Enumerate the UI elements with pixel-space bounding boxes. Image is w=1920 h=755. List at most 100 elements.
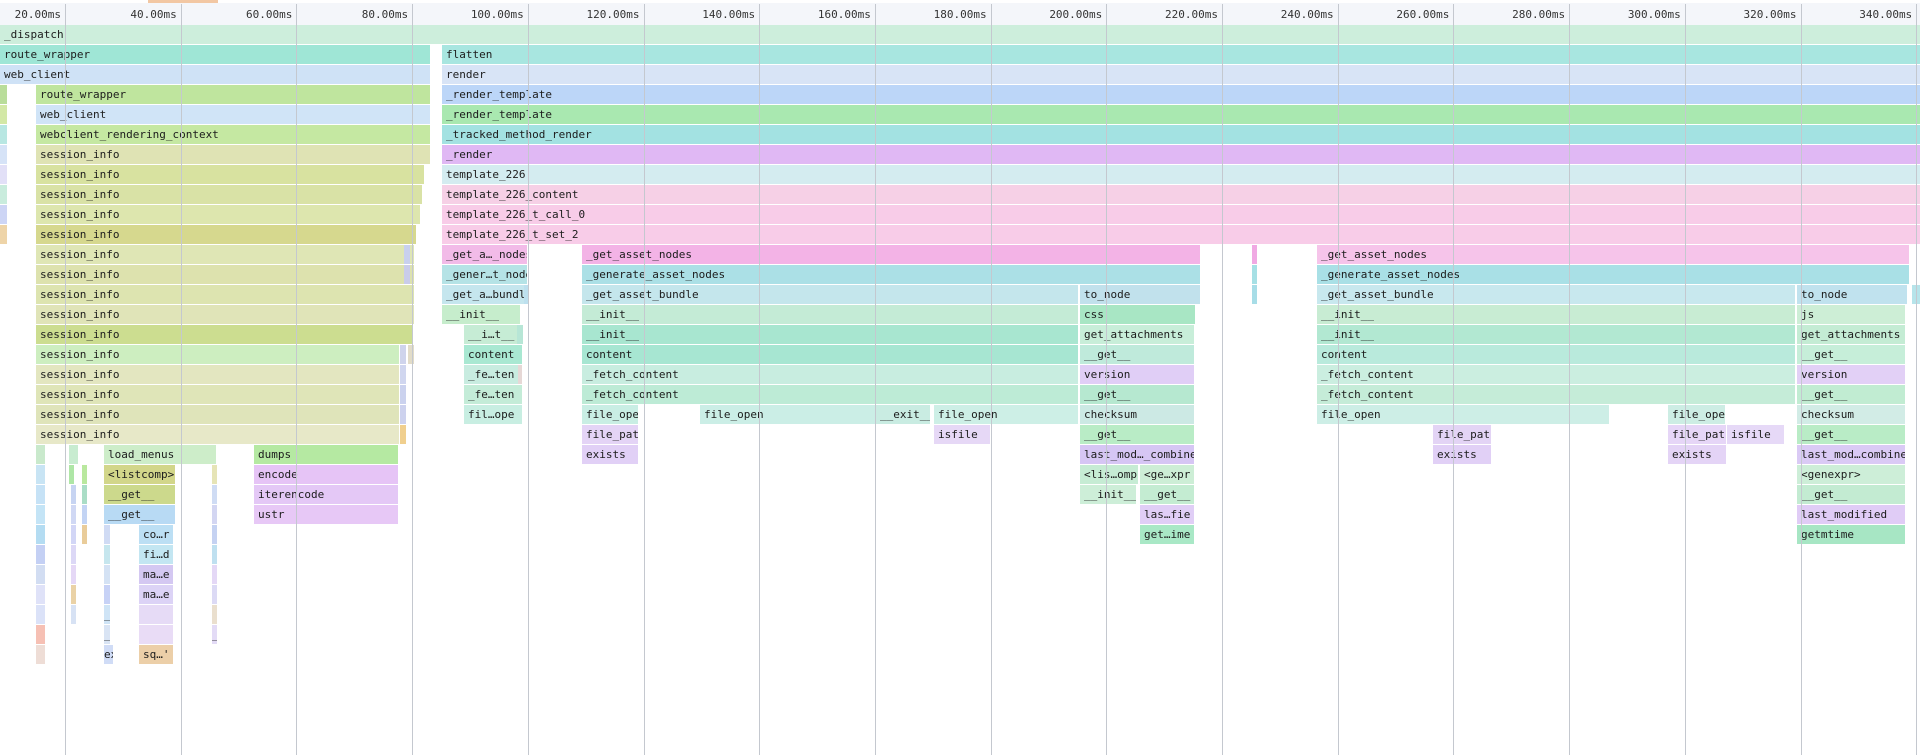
flame-frame[interactable] (36, 505, 45, 524)
flame-frame[interactable]: get…ime (1140, 525, 1194, 544)
flame-frame[interactable] (71, 605, 76, 624)
flame-frame[interactable] (71, 525, 76, 544)
flame-frame[interactable] (518, 365, 522, 384)
flame-frame[interactable]: _render_template (442, 85, 1920, 104)
flame-frame[interactable]: __init__ (1080, 485, 1136, 504)
flame-frame[interactable]: __get__ (1797, 345, 1905, 364)
flame-frame[interactable]: _fe…ten (464, 385, 522, 404)
flame-frame[interactable]: session_info (36, 165, 424, 184)
flame-frame[interactable]: __get__ (1080, 385, 1194, 404)
flame-frame[interactable]: _tracked_method_render (442, 125, 1920, 144)
flame-frame[interactable]: session_info (36, 365, 399, 384)
flame-frame[interactable] (0, 145, 7, 164)
flame-frame[interactable]: _fetch_content (1317, 365, 1795, 384)
flame-frame[interactable]: to_node (1080, 285, 1200, 304)
flame-frame[interactable]: exists (1433, 445, 1491, 464)
flame-frame[interactable] (524, 285, 529, 304)
flame-frame[interactable]: _get_a…bundl (442, 285, 525, 304)
flame-frame[interactable] (0, 165, 7, 184)
flame-frame[interactable]: template_226_content (442, 185, 1920, 204)
flame-frame[interactable]: session_info (36, 405, 399, 424)
flame-frame[interactable] (0, 185, 7, 204)
flame-frame[interactable] (139, 605, 173, 624)
flame-frame[interactable] (212, 505, 217, 524)
flame-frame[interactable]: isfile (934, 425, 990, 444)
flame-frame[interactable] (212, 525, 217, 544)
flame-frame[interactable] (212, 585, 217, 604)
flame-frame[interactable]: __get__ (1797, 425, 1905, 444)
flame-frame[interactable] (82, 525, 87, 544)
flame-frame[interactable] (36, 565, 45, 584)
flame-frame[interactable]: session_info (36, 245, 414, 264)
flame-frame[interactable] (404, 245, 410, 264)
flame-frame[interactable]: co…r (139, 525, 173, 544)
flame-frame[interactable]: __init__ (582, 305, 1078, 324)
flame-frame[interactable]: _render (442, 145, 1920, 164)
flame-frame[interactable]: session_info (36, 265, 414, 284)
flame-frame[interactable]: _gener…t_node (442, 265, 527, 284)
flame-frame[interactable]: __init__ (442, 305, 520, 324)
flame-frame[interactable]: __get__ (1080, 345, 1194, 364)
flame-frame[interactable]: exists (1668, 445, 1726, 464)
flame-frame[interactable]: file_ope (582, 405, 638, 424)
flame-frame[interactable]: content (1317, 345, 1795, 364)
flame-frame[interactable]: _get_asset_nodes (1317, 245, 1909, 264)
flame-frame[interactable]: <lis…omp (1080, 465, 1138, 484)
flame-frame[interactable]: isfile (1727, 425, 1784, 444)
flame-frame[interactable] (36, 625, 45, 644)
flame-frame[interactable]: file_pat (1433, 425, 1491, 444)
flame-frame[interactable]: file_open (700, 405, 876, 424)
flame-frame[interactable]: _generate_asset_nodes (1317, 265, 1909, 284)
flame-frame[interactable]: last_modified (1797, 505, 1905, 524)
flame-frame[interactable]: __get__ (1797, 485, 1905, 504)
flame-frame[interactable]: _get_asset_nodes (582, 245, 1200, 264)
flame-frame[interactable] (82, 465, 87, 484)
flame-frame[interactable]: encode (254, 465, 398, 484)
flame-frame[interactable] (400, 425, 406, 444)
flame-frame[interactable]: ma…e (139, 565, 173, 584)
flame-frame[interactable] (1252, 285, 1257, 304)
flame-frame[interactable]: _dispatch (0, 25, 1920, 44)
flame-frame[interactable] (0, 85, 7, 104)
flame-frame[interactable] (36, 445, 45, 464)
flame-frame[interactable]: sq…' (139, 645, 173, 664)
flame-frame[interactable]: get_attachments (1080, 325, 1194, 344)
flame-frame[interactable]: __init__ (1317, 305, 1795, 324)
flame-frame[interactable] (104, 565, 110, 584)
flame-frame[interactable] (82, 505, 87, 524)
flame-frame[interactable] (0, 225, 7, 244)
flame-frame[interactable]: css (1080, 305, 1195, 324)
flame-frame[interactable] (1252, 265, 1257, 284)
flame-frame[interactable]: session_info (36, 205, 420, 224)
flame-frame[interactable] (104, 525, 110, 544)
flame-frame[interactable]: _f…l (104, 625, 110, 644)
flame-frame[interactable]: file_open (1668, 405, 1725, 424)
flame-frame[interactable]: session_info (36, 305, 414, 324)
flame-frame[interactable] (517, 325, 523, 344)
flame-frame[interactable]: route_wrapper (0, 45, 430, 64)
flame-frame[interactable]: <listcomp> (104, 465, 175, 484)
flame-frame[interactable]: _fetch_content (1317, 385, 1795, 404)
flame-frame[interactable] (212, 605, 217, 624)
flame-frame[interactable]: ex…t (104, 645, 113, 664)
flame-frame[interactable]: file_pat (582, 425, 638, 444)
flame-frame[interactable]: last_mod…combine (1797, 445, 1905, 464)
flame-frame[interactable]: __exit__ (876, 405, 930, 424)
flame-frame[interactable]: load_menus (104, 445, 216, 464)
flame-frame[interactable]: session_info (36, 225, 416, 244)
flame-frame[interactable]: _generate_asset_nodes (582, 265, 1200, 284)
flame-frame[interactable]: _get_a…_nodes (442, 245, 527, 264)
flame-frame[interactable]: _fetch_content (582, 365, 1078, 384)
flame-frame[interactable]: iterencode (254, 485, 398, 504)
flame-frame[interactable] (71, 485, 76, 504)
flame-frame[interactable]: get_attachments (1797, 325, 1905, 344)
flame-frame[interactable] (69, 445, 78, 464)
flame-frame[interactable] (408, 345, 414, 364)
flame-frame[interactable] (400, 405, 406, 424)
flame-frame[interactable] (82, 485, 87, 504)
flame-frame[interactable]: template_226_t_set_2 (442, 225, 1920, 244)
flame-frame[interactable]: template_226 (442, 165, 1920, 184)
flame-frame[interactable]: file_open (1317, 405, 1609, 424)
flame-frame[interactable]: web_client (36, 105, 430, 124)
flame-frame[interactable]: last_mod…_combine (1080, 445, 1194, 464)
